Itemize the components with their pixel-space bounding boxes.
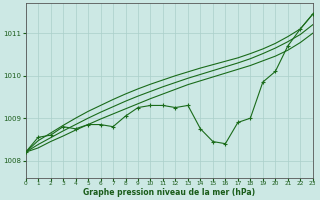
X-axis label: Graphe pression niveau de la mer (hPa): Graphe pression niveau de la mer (hPa) bbox=[83, 188, 255, 197]
